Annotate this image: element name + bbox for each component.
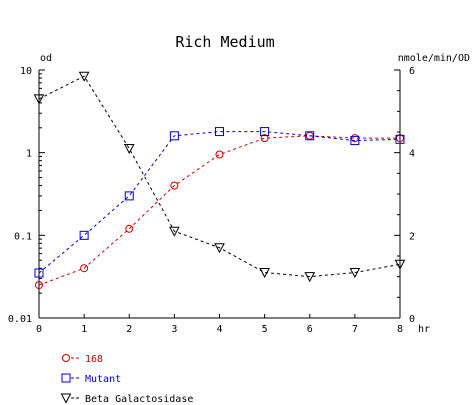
series-beta-galactosidase: [33, 71, 406, 283]
x-tick-label: 4: [216, 324, 222, 335]
legend-label: Mutant: [85, 374, 121, 385]
legend-label: Beta Galactosidase: [85, 394, 193, 405]
x-tick-label: 8: [397, 324, 403, 335]
data-point: [394, 259, 406, 270]
data-point: [79, 230, 89, 240]
legend-marker: [60, 393, 72, 404]
legend: 168 Mutant Beta Galactosidase: [60, 354, 193, 405]
data-point: [124, 191, 134, 201]
data-point: [35, 281, 43, 290]
data-point: [214, 243, 225, 254]
data-point: [80, 264, 89, 273]
axes: 0.01 0.1 1 10 0 2 4 6 0 1 2 3 4 5 6 7 8: [8, 66, 415, 335]
x-unit-label: hr: [418, 324, 430, 335]
y-left-tick-label: 0.01: [8, 314, 32, 325]
x-tick-label: 5: [262, 324, 268, 335]
x-tick-label: 0: [36, 324, 42, 335]
data-point: [215, 127, 224, 137]
x-tick-label: 6: [307, 324, 313, 335]
data-point: [305, 131, 315, 141]
legend-entry: Mutant: [61, 373, 121, 385]
data-point: [215, 150, 224, 159]
y-right-axis-label: nmole/min/OD: [398, 53, 470, 64]
x-tick-label: 7: [352, 324, 358, 335]
data-point: [259, 268, 270, 279]
data-point: [350, 136, 360, 146]
y-right-tick-label: 0: [409, 314, 415, 325]
data-point: [169, 131, 179, 141]
y-right-tick-label: 6: [409, 66, 415, 77]
data-point: [304, 272, 316, 283]
data-point: [34, 268, 44, 278]
data-point: [78, 71, 90, 82]
series-line: [38, 131, 401, 274]
data-point: [169, 226, 180, 237]
legend-entry: 168: [62, 354, 103, 365]
x-tick-label: 2: [126, 324, 132, 335]
data-point: [123, 144, 135, 155]
y-left-axis-label: od: [40, 53, 52, 64]
x-tick-label: 1: [81, 324, 87, 335]
legend-label: 168: [85, 354, 103, 365]
series-layer: [33, 71, 406, 290]
legend-marker: [62, 354, 70, 362]
data-point: [349, 268, 361, 279]
y-right-tick-label: 2: [409, 231, 415, 242]
series-mutant: [34, 127, 405, 278]
chart-title: Rich Medium: [175, 33, 274, 51]
y-left-tick-label: 10: [20, 66, 32, 77]
data-point: [125, 224, 134, 233]
y-left-tick-label: 0.1: [14, 231, 32, 242]
y-right-tick-label: 4: [409, 149, 415, 160]
data-point: [33, 94, 45, 105]
data-point: [260, 127, 270, 137]
series-168: [35, 131, 404, 290]
legend-marker: [61, 373, 71, 383]
legend-entry: Beta Galactosidase: [60, 393, 193, 405]
data-point: [260, 134, 269, 143]
x-tick-label: 3: [171, 324, 177, 335]
data-point: [395, 134, 405, 144]
data-point: [170, 181, 179, 190]
series-line: [38, 75, 401, 278]
series-line: [38, 135, 400, 286]
y-left-tick-label: 1: [26, 149, 32, 160]
